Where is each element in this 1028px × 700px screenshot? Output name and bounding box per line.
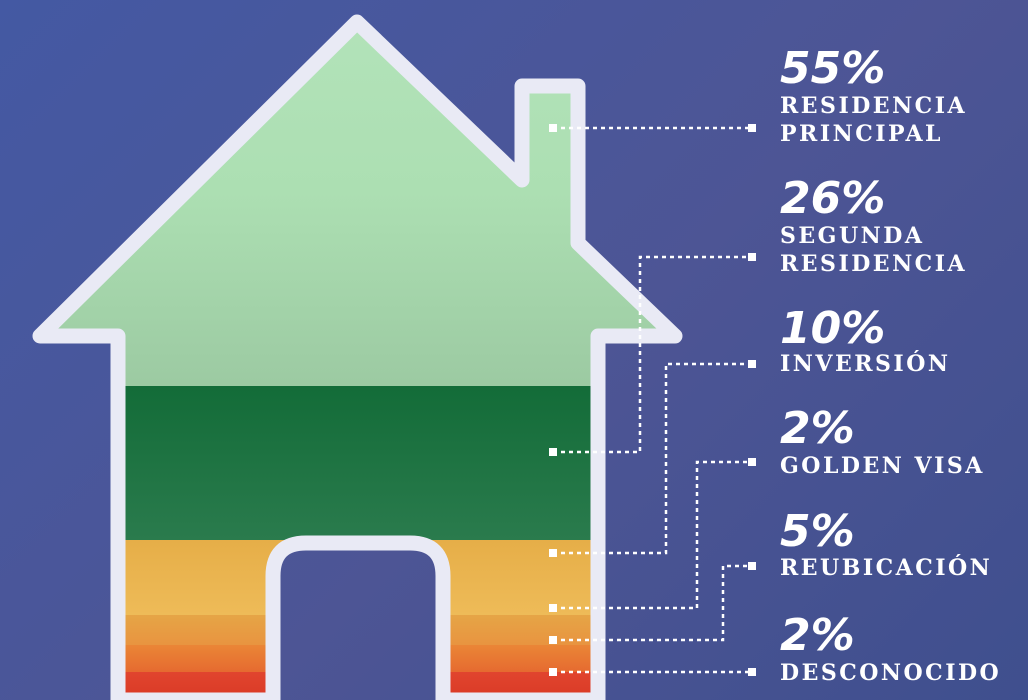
leader-start-marker [549, 636, 557, 644]
category-label: PRINCIPAL [780, 121, 943, 147]
percent-label: 2% [780, 610, 855, 661]
percent-label: 55% [780, 43, 885, 94]
leader-end-marker [748, 253, 756, 261]
category-label: RESIDENCIA [780, 251, 967, 277]
leader-line-3 [553, 362, 752, 555]
leader-lines [549, 124, 756, 676]
leader-start-marker [549, 124, 557, 132]
percent-label: 5% [780, 506, 855, 557]
leader-start-marker [549, 668, 557, 676]
leader-line-5 [553, 564, 752, 642]
leader-line-4 [553, 460, 752, 610]
legend-labels: 55% RESIDENCIA PRINCIPAL 26% SEGUNDA RES… [780, 43, 1001, 686]
band-golden-visa [40, 615, 675, 645]
leader-end-marker [748, 562, 756, 570]
leader-end-marker [748, 458, 756, 466]
category-label: DESCONOCIDO [780, 660, 1001, 686]
percent-label: 2% [780, 403, 855, 454]
category-label: RESIDENCIA [780, 93, 967, 119]
leader-start-marker [549, 448, 557, 456]
band-segunda-residencia [40, 386, 675, 540]
leader-line-2 [553, 255, 752, 454]
leader-end-marker [748, 668, 756, 676]
category-label: GOLDEN VISA [780, 453, 985, 479]
leader-start-marker [549, 549, 557, 557]
leader-end-marker [748, 360, 756, 368]
category-label: INVERSIÓN [780, 350, 950, 377]
leader-end-marker [748, 124, 756, 132]
category-label: REUBICACIÓN [780, 554, 992, 581]
percent-label: 26% [780, 173, 885, 224]
percent-label: 10% [780, 303, 885, 354]
house-outline [32, 14, 683, 700]
category-label: SEGUNDA [780, 223, 924, 249]
leader-start-marker [549, 604, 557, 612]
